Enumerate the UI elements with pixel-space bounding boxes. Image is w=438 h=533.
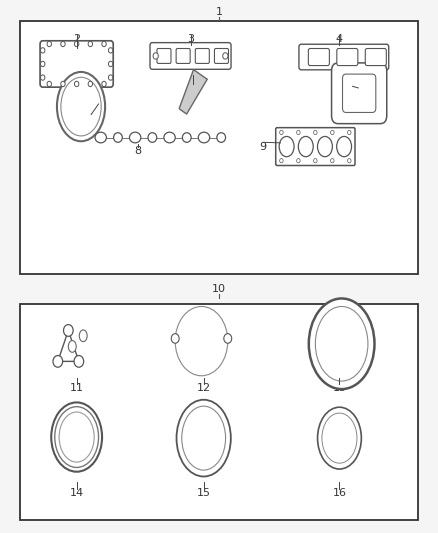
Circle shape bbox=[109, 75, 113, 80]
Text: 7: 7 bbox=[355, 87, 362, 97]
Ellipse shape bbox=[279, 136, 294, 157]
Circle shape bbox=[40, 61, 45, 67]
Text: 9: 9 bbox=[259, 142, 266, 151]
Ellipse shape bbox=[182, 406, 226, 470]
Circle shape bbox=[331, 131, 334, 135]
Text: 11: 11 bbox=[70, 383, 84, 393]
Ellipse shape bbox=[198, 132, 210, 143]
Bar bbox=[20, 21, 418, 274]
Circle shape bbox=[47, 81, 52, 86]
Circle shape bbox=[223, 53, 228, 59]
Ellipse shape bbox=[309, 298, 374, 389]
Ellipse shape bbox=[164, 132, 175, 143]
FancyBboxPatch shape bbox=[365, 49, 386, 66]
Circle shape bbox=[347, 159, 351, 163]
Circle shape bbox=[64, 325, 73, 336]
Ellipse shape bbox=[217, 133, 226, 142]
FancyBboxPatch shape bbox=[157, 49, 171, 63]
FancyBboxPatch shape bbox=[276, 128, 355, 165]
Circle shape bbox=[109, 61, 113, 67]
Ellipse shape bbox=[148, 133, 157, 142]
FancyBboxPatch shape bbox=[150, 43, 231, 69]
Ellipse shape bbox=[187, 321, 216, 361]
Ellipse shape bbox=[180, 311, 223, 371]
Circle shape bbox=[314, 131, 317, 135]
Circle shape bbox=[224, 334, 232, 343]
Ellipse shape bbox=[130, 132, 141, 143]
Ellipse shape bbox=[298, 136, 313, 157]
Text: 1: 1 bbox=[215, 7, 223, 17]
Circle shape bbox=[153, 53, 158, 59]
Text: 3: 3 bbox=[187, 34, 194, 44]
Circle shape bbox=[40, 75, 45, 80]
Text: 14: 14 bbox=[70, 488, 84, 498]
Text: 8: 8 bbox=[134, 146, 141, 156]
Ellipse shape bbox=[79, 330, 87, 342]
Circle shape bbox=[61, 42, 65, 47]
Ellipse shape bbox=[337, 136, 352, 157]
Circle shape bbox=[297, 159, 300, 163]
FancyBboxPatch shape bbox=[40, 41, 113, 87]
Polygon shape bbox=[58, 330, 79, 361]
Text: 2: 2 bbox=[73, 34, 80, 44]
Circle shape bbox=[109, 48, 113, 53]
Ellipse shape bbox=[318, 407, 361, 469]
FancyBboxPatch shape bbox=[332, 63, 387, 124]
FancyBboxPatch shape bbox=[215, 49, 229, 63]
Ellipse shape bbox=[113, 133, 122, 142]
Bar bbox=[20, 304, 418, 520]
Circle shape bbox=[279, 131, 283, 135]
Ellipse shape bbox=[322, 413, 357, 463]
Ellipse shape bbox=[68, 341, 76, 352]
Circle shape bbox=[40, 48, 45, 53]
Text: 12: 12 bbox=[197, 383, 211, 393]
FancyBboxPatch shape bbox=[299, 44, 389, 70]
Ellipse shape bbox=[177, 400, 231, 477]
Ellipse shape bbox=[59, 412, 94, 462]
Circle shape bbox=[171, 334, 179, 343]
Circle shape bbox=[88, 42, 92, 47]
Text: 6: 6 bbox=[189, 74, 196, 84]
Circle shape bbox=[331, 159, 334, 163]
Text: 10: 10 bbox=[212, 284, 226, 294]
Circle shape bbox=[102, 81, 106, 86]
Circle shape bbox=[88, 81, 92, 86]
PathPatch shape bbox=[179, 70, 207, 114]
FancyBboxPatch shape bbox=[308, 49, 329, 66]
Circle shape bbox=[279, 159, 283, 163]
FancyBboxPatch shape bbox=[343, 74, 376, 112]
Ellipse shape bbox=[51, 402, 102, 472]
Text: 13: 13 bbox=[332, 383, 346, 393]
Text: 15: 15 bbox=[197, 488, 211, 498]
Circle shape bbox=[314, 159, 317, 163]
Ellipse shape bbox=[57, 72, 105, 141]
FancyBboxPatch shape bbox=[337, 49, 358, 66]
Text: 4: 4 bbox=[336, 34, 343, 44]
Ellipse shape bbox=[182, 133, 191, 142]
Circle shape bbox=[74, 356, 84, 367]
Ellipse shape bbox=[55, 407, 99, 467]
Text: 5: 5 bbox=[95, 103, 102, 113]
Ellipse shape bbox=[318, 136, 332, 157]
Circle shape bbox=[61, 81, 65, 86]
Circle shape bbox=[53, 356, 63, 367]
Circle shape bbox=[102, 42, 106, 47]
Ellipse shape bbox=[175, 306, 228, 376]
Circle shape bbox=[74, 42, 79, 47]
Circle shape bbox=[297, 131, 300, 135]
Ellipse shape bbox=[95, 132, 106, 143]
Ellipse shape bbox=[61, 77, 101, 136]
FancyBboxPatch shape bbox=[195, 49, 209, 63]
Ellipse shape bbox=[315, 306, 368, 381]
Text: 16: 16 bbox=[332, 488, 346, 498]
Circle shape bbox=[347, 131, 351, 135]
Circle shape bbox=[47, 42, 52, 47]
Circle shape bbox=[74, 81, 79, 86]
FancyBboxPatch shape bbox=[176, 49, 190, 63]
